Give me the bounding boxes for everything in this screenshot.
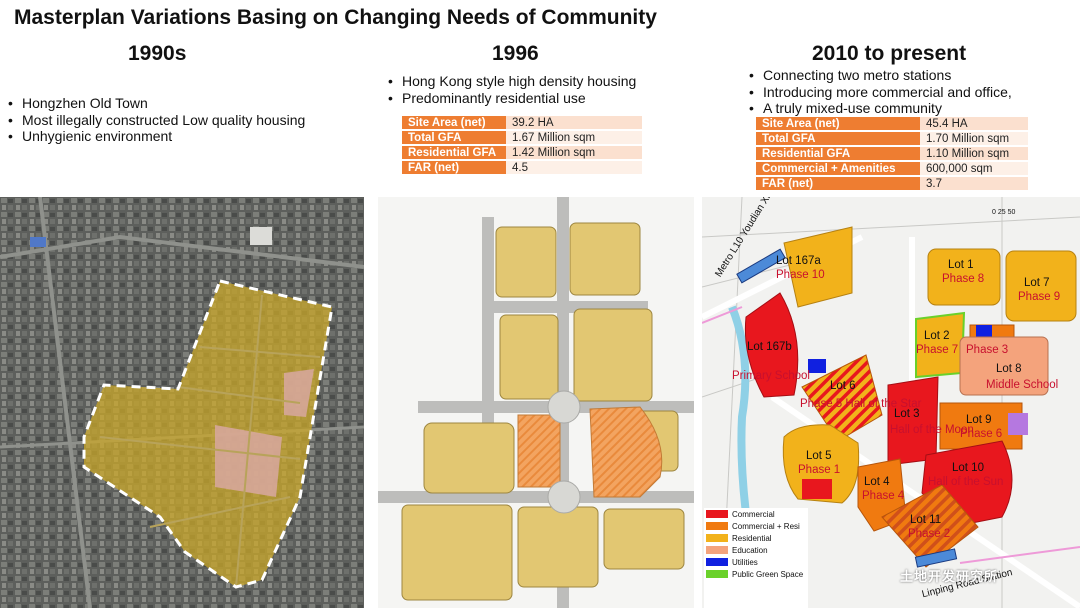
legend-label: Commercial xyxy=(732,509,775,519)
phase-label: Phase 2 xyxy=(908,528,950,540)
lot-label: Lot 167b xyxy=(747,341,792,353)
lot-label: Lot 10 xyxy=(952,462,984,474)
stat-value: 45.4 HA xyxy=(920,117,1028,132)
stat-value: 1.67 Million sqm xyxy=(506,130,642,146)
stat-key: FAR (net) xyxy=(402,160,506,176)
stat-key: Total GFA xyxy=(756,131,920,147)
bullet: Unhygienic environment xyxy=(6,128,305,145)
legend-swatch xyxy=(706,570,728,578)
legend-label: Utilities xyxy=(732,557,758,567)
stat-value: 1.10 Million sqm xyxy=(920,146,1028,162)
legend-item: Public Green Space xyxy=(706,568,808,580)
lot-label: Lot 11 xyxy=(910,514,941,526)
heading-1996: 1996 xyxy=(492,42,539,65)
stat-key: Site Area (net) xyxy=(756,117,920,132)
bullets-1996: Hong Kong style high density housing Pre… xyxy=(386,73,636,106)
aerial-photo-1990s xyxy=(0,197,364,608)
scale-bar-label: 0 25 50 xyxy=(992,209,1015,216)
bullet: Hong Kong style high density housing xyxy=(386,73,636,90)
stat-value: 600,000 sqm xyxy=(920,161,1028,177)
heading-2010: 2010 to present xyxy=(812,42,967,65)
stat-value: 1.42 Million sqm xyxy=(506,145,642,161)
map-legend: Commercial Commercial + Resi Residential… xyxy=(704,508,808,608)
phase-label: Hall of the Sun xyxy=(928,476,1003,488)
lot-label: Lot 6 xyxy=(830,380,856,392)
legend-item: Commercial + Resi xyxy=(706,520,808,532)
legend-item: Utilities xyxy=(706,556,808,568)
lot-label: Lot 4 xyxy=(864,476,890,488)
stat-value: 3.7 xyxy=(920,176,1028,192)
lot-label: Lot 8 xyxy=(996,363,1022,375)
watermark: 土地开发研究所 xyxy=(900,569,999,584)
stats-table-2010: Site Area (net) 45.4 HA Total GFA 1.70 Mil… xyxy=(756,117,1028,192)
legend-item: Residential xyxy=(706,532,808,544)
page-title: Masterplan Variations Basing on Changing… xyxy=(14,6,657,29)
legend-swatch xyxy=(706,510,728,518)
phase-label: Phase 8 xyxy=(942,273,984,285)
lot-label: Lot 1 xyxy=(948,259,974,271)
phase-label: Hall of the Moon xyxy=(890,424,974,436)
phase-label: Phase 6 xyxy=(960,428,1002,440)
lot-label: Lot 7 xyxy=(1024,277,1050,289)
bullet: Connecting two metro stations xyxy=(747,67,1012,84)
lot-label: Lot 3 xyxy=(894,408,920,420)
legend-item: Education xyxy=(706,544,808,556)
stats-table-1996: Site Area (net) 39.2 HA Total GFA 1.67 Mil… xyxy=(402,116,642,176)
legend-swatch xyxy=(706,522,728,530)
legend-label: Commercial + Resi xyxy=(732,521,800,531)
legend-item: Commercial xyxy=(706,508,808,520)
phase-label: Phase 3 xyxy=(966,344,1008,356)
legend-swatch xyxy=(706,546,728,554)
bullet: Hongzhen Old Town xyxy=(6,95,305,112)
lot-label: Lot 167a xyxy=(776,255,821,267)
phase-label: Middle School xyxy=(986,379,1058,391)
stat-value: 39.2 HA xyxy=(506,116,642,131)
legend-label: Public Green Space xyxy=(732,569,804,579)
phase-label: Primary School xyxy=(732,370,810,382)
legend-swatch xyxy=(706,558,728,566)
bullets-1990s: Hongzhen Old Town Most illegally constru… xyxy=(6,95,305,145)
stat-key: Residential GFA xyxy=(402,145,506,161)
stat-value: 4.5 xyxy=(506,160,642,176)
stat-key: Commercial + Amenities xyxy=(756,161,920,177)
lot-label: Lot 9 xyxy=(966,414,992,426)
plan-drawing-1996 xyxy=(378,197,694,608)
phase-label: Phase 5 Hall of the Star xyxy=(800,398,922,410)
legend-label: Residential xyxy=(732,533,772,543)
phase-label: Phase 4 xyxy=(862,490,905,502)
bullet: A truly mixed-use community xyxy=(747,100,1012,117)
bullet: Predominantly residential use xyxy=(386,90,636,107)
stat-key: FAR (net) xyxy=(756,176,920,192)
stat-key: Site Area (net) xyxy=(402,116,506,131)
phase-label: Phase 7 xyxy=(916,344,958,356)
heading-1990s: 1990s xyxy=(128,42,187,65)
phase-label: Phase 10 xyxy=(776,269,825,281)
stat-key: Total GFA xyxy=(402,130,506,146)
legend-label: Education xyxy=(732,545,768,555)
bullet: Introducing more commercial and office, xyxy=(747,84,1012,101)
stat-value: 1.70 Million sqm xyxy=(920,131,1028,147)
bullet: Most illegally constructed Low quality h… xyxy=(6,112,305,129)
legend-swatch xyxy=(706,534,728,542)
lot-label: Lot 5 xyxy=(806,450,832,462)
lot-label: Lot 2 xyxy=(924,330,950,342)
stat-key: Residential GFA xyxy=(756,146,920,162)
bullets-2010: Connecting two metro stations Introducin… xyxy=(747,67,1012,117)
phase-label: Phase 1 xyxy=(798,464,840,476)
phase-label: Phase 9 xyxy=(1018,291,1060,303)
